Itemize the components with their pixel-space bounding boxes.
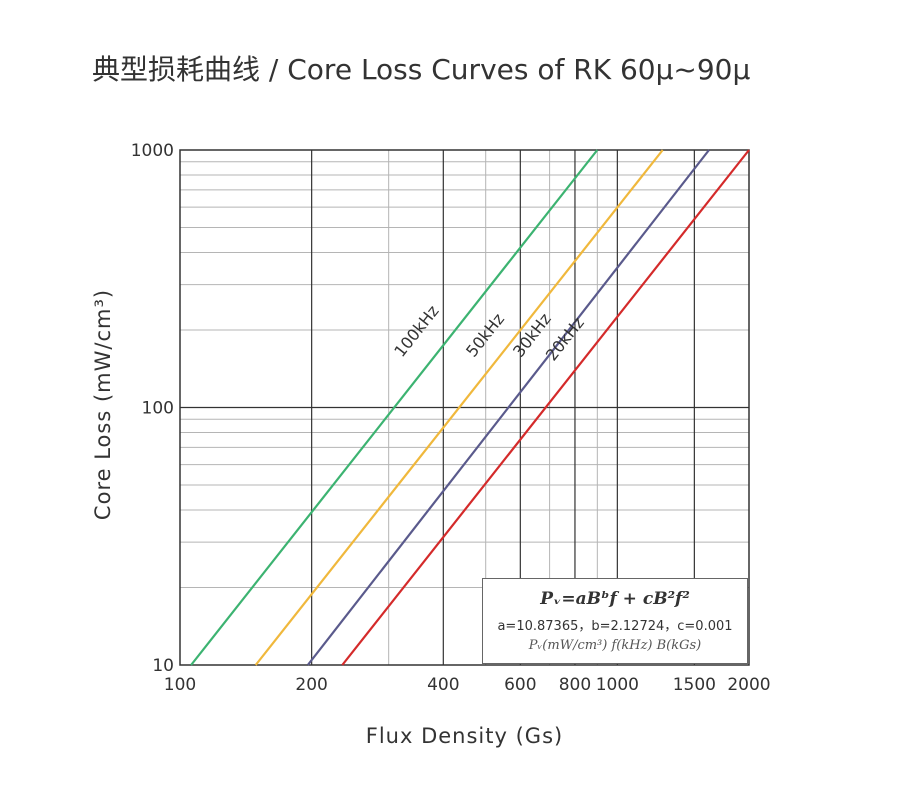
y-tick-label: 100: [142, 399, 174, 419]
y-tick-label: 10: [152, 656, 174, 676]
curve-50kHz: [254, 149, 664, 666]
x-tick-label: 1500: [673, 675, 716, 695]
x-tick-label: 100: [164, 675, 196, 695]
formula-equation: Pᵥ=aBᵇf + cB²f²: [540, 589, 690, 609]
x-tick-label: 800: [559, 675, 591, 695]
curve-20kHz: [341, 149, 750, 666]
curve-100kHz: [190, 149, 599, 666]
curves: [190, 149, 750, 666]
x-axis-label: Flux Density (Gs): [366, 724, 563, 748]
x-tick-label: 2000: [727, 675, 770, 695]
y-axis-label: Core Loss (mW/cm³): [91, 289, 115, 520]
curve-label-100kHz: 100kHz: [390, 302, 442, 361]
curve-30kHz: [306, 149, 710, 666]
chart-title: 典型损耗曲线 / Core Loss Curves of RK 60μ~90μ: [92, 53, 751, 86]
formula-units: Pᵥ(mW/cm³) f(kHz) B(kGs): [528, 638, 702, 653]
x-tick-label: 200: [295, 675, 327, 695]
formula-coefficients: a=10.87365，b=2.12724，c=0.001: [497, 619, 733, 634]
plot-frame: [179, 149, 750, 666]
x-tick-label: 400: [427, 675, 459, 695]
formula-box: Pᵥ=aBᵇf + cB²f² a=10.87365，b=2.12724，c=0…: [482, 578, 748, 664]
x-tick-label: 600: [504, 675, 536, 695]
x-tick-label: 1000: [596, 675, 639, 695]
y-tick-label: 1000: [131, 141, 174, 161]
